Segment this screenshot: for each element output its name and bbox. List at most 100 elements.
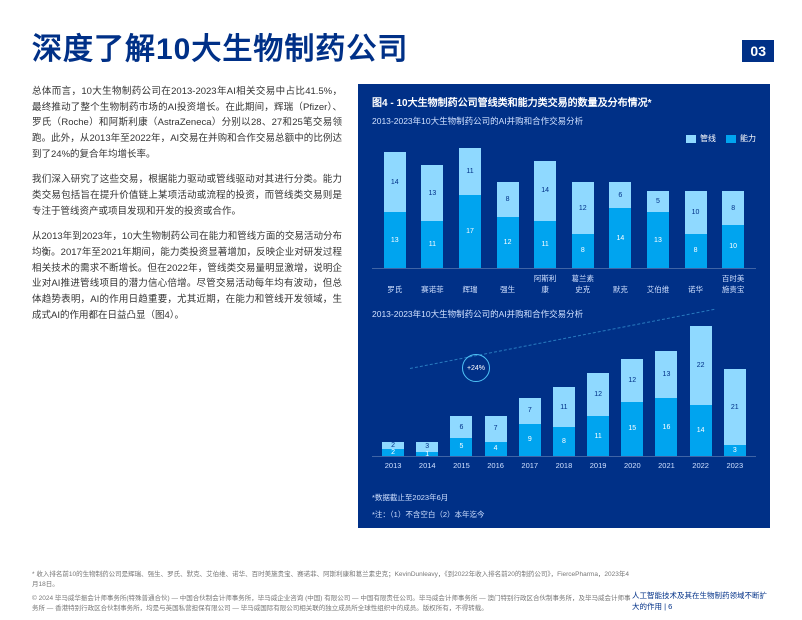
bar-segment-capability: 2 <box>382 449 404 456</box>
bar-category-label: 2013 <box>385 461 402 470</box>
bar-category-label: 2015 <box>453 461 470 470</box>
bar-category-label: 诺华 <box>688 284 703 295</box>
legend-capability: 能力 <box>726 133 756 144</box>
bar-category-label: 2020 <box>624 461 641 470</box>
body-text: 总体而言，10大生物制药公司在2013-2023年AI相关交易中占比41.5%，… <box>32 84 342 528</box>
bottom-chart: +24% 22135647978111112151216131422321 20… <box>372 326 756 486</box>
bar-category-label: 罗氏 <box>387 284 402 295</box>
bar-column: 146 <box>606 182 634 268</box>
bar-segment-pipeline: 8 <box>497 182 519 216</box>
bar-column: 1613 <box>652 351 680 456</box>
paragraph-1: 总体而言，10大生物制药公司在2013-2023年AI相关交易中占比41.5%，… <box>32 84 342 162</box>
bar-segment-capability: 8 <box>572 234 594 268</box>
bar-segment-pipeline: 21 <box>724 369 746 445</box>
bar-column: 47 <box>482 416 510 456</box>
growth-badge: +24% <box>462 354 490 382</box>
bar-category-label: 2014 <box>419 461 436 470</box>
bar-segment-pipeline: 2 <box>382 442 404 449</box>
bar-category-label: 2017 <box>521 461 538 470</box>
bar-category-label: 赛诺菲 <box>421 284 444 295</box>
chart-note-1: *数据截止至2023年6月 <box>372 492 756 503</box>
bar-segment-pipeline: 12 <box>621 359 643 402</box>
bar-category-label: 阿斯利康 <box>531 273 559 295</box>
bar-segment-pipeline: 5 <box>647 191 669 212</box>
bar-segment-capability: 16 <box>655 398 677 456</box>
bar-segment-pipeline: 11 <box>553 387 575 427</box>
bar-segment-capability: 13 <box>384 212 406 268</box>
bar-segment-capability: 17 <box>459 195 481 268</box>
bar-column: 1114 <box>531 161 559 268</box>
bar-column: 1711 <box>456 148 484 268</box>
bar-column: 135 <box>644 191 672 268</box>
bar-segment-pipeline: 12 <box>587 373 609 416</box>
bar-segment-capability: 5 <box>450 438 472 456</box>
bar-column: 108 <box>719 191 747 268</box>
bar-column: 97 <box>516 398 544 456</box>
bar-segment-capability: 8 <box>553 427 575 456</box>
bar-segment-pipeline: 14 <box>384 152 406 212</box>
bar-column: 13 <box>413 442 441 456</box>
bar-column: 810 <box>682 191 710 268</box>
chart-title: 图4 - 10大生物制药公司管线类和能力类交易的数量及分布情况* <box>372 94 756 109</box>
bar-column: 22 <box>379 442 407 456</box>
bar-column: 128 <box>494 182 522 268</box>
bar-category-label: 辉瑞 <box>462 284 477 295</box>
bar-segment-pipeline: 10 <box>685 191 707 234</box>
bar-segment-pipeline: 8 <box>722 191 744 225</box>
bar-column: 812 <box>569 182 597 268</box>
bar-segment-capability: 15 <box>621 402 643 456</box>
bar-column: 321 <box>721 369 749 456</box>
footnote-source: * 收入排名前10的生物制药公司是辉瑞、强生、罗氏、默克、艾伯维、诺华、百时美施… <box>32 568 632 588</box>
legend-label-capability: 能力 <box>740 133 756 144</box>
footer-page-num: 6 <box>668 602 672 611</box>
bar-column: 1112 <box>584 373 612 456</box>
bar-column: 1422 <box>687 326 715 456</box>
bar-category-label: 2018 <box>556 461 573 470</box>
bar-segment-capability: 3 <box>724 445 746 456</box>
bar-category-label: 2023 <box>726 461 743 470</box>
page-title: 深度了解10大生物制药公司 <box>32 24 770 68</box>
bar-category-label: 2016 <box>487 461 504 470</box>
bar-column: 811 <box>550 387 578 456</box>
bar-category-label: 百时美施贵宝 <box>719 273 747 295</box>
bar-column: 1512 <box>618 359 646 456</box>
bar-segment-capability: 8 <box>685 234 707 268</box>
top-chart: 1314111317111281114812146135810108 罗氏赛诺菲… <box>372 148 756 298</box>
bar-segment-pipeline: 14 <box>534 161 556 221</box>
bar-segment-capability: 12 <box>497 217 519 268</box>
bar-segment-pipeline: 12 <box>572 182 594 233</box>
bar-segment-pipeline: 7 <box>485 416 507 441</box>
bar-category-label: 艾伯维 <box>647 284 670 295</box>
paragraph-3: 从2013年到2023年，10大生物制药公司在能力和管线方面的交易活动分布均衡。… <box>32 229 342 323</box>
section-number-badge: 03 <box>742 40 774 62</box>
paragraph-2: 我们深入研究了这些交易，根据能力驱动或管线驱动对其进行分类。能力类交易包括旨在提… <box>32 172 342 219</box>
bar-segment-pipeline: 7 <box>519 398 541 423</box>
bar-category-label: 默克 <box>613 284 628 295</box>
bar-column: 56 <box>447 416 475 456</box>
bar-segment-capability: 11 <box>587 416 609 456</box>
bar-segment-pipeline: 6 <box>450 416 472 438</box>
bar-segment-capability: 14 <box>690 405 712 456</box>
legend-label-pipeline: 管线 <box>700 133 716 144</box>
page-footer: * 收入排名前10的生物制药公司是辉瑞、强生、罗氏、默克、艾伯维、诺华、百时美施… <box>32 568 770 612</box>
legend-swatch-pipeline <box>686 135 696 143</box>
bar-category-label: 2019 <box>590 461 607 470</box>
bar-category-label: 强生 <box>500 284 515 295</box>
bar-segment-capability: 10 <box>722 225 744 268</box>
bar-category-label: 2022 <box>692 461 709 470</box>
chart-note-2: *注：（1）不含空白（2）本年迄今 <box>372 509 756 520</box>
bar-segment-pipeline: 11 <box>459 148 481 195</box>
bar-column: 1314 <box>381 152 409 268</box>
chart-panel: 图4 - 10大生物制药公司管线类和能力类交易的数量及分布情况* 2013-20… <box>358 84 770 528</box>
bar-column: 1113 <box>418 165 446 268</box>
footer-doc-title: 人工智能技术及其在生物制药领域不断扩大的作用 <box>632 591 767 611</box>
legend-swatch-capability <box>726 135 736 143</box>
bar-category-label: 葛兰素史克 <box>569 273 597 295</box>
chart-subtitle-1: 2013-2023年10大生物制药公司的AI并购和合作交易分析 <box>372 115 756 127</box>
bar-segment-pipeline: 22 <box>690 326 712 405</box>
bar-segment-capability: 4 <box>485 442 507 456</box>
bar-segment-capability: 13 <box>647 212 669 268</box>
chart-subtitle-2: 2013-2023年10大生物制药公司的AI并购和合作交易分析 <box>372 308 756 320</box>
bar-segment-pipeline: 6 <box>609 182 631 208</box>
legend-pipeline: 管线 <box>686 133 716 144</box>
